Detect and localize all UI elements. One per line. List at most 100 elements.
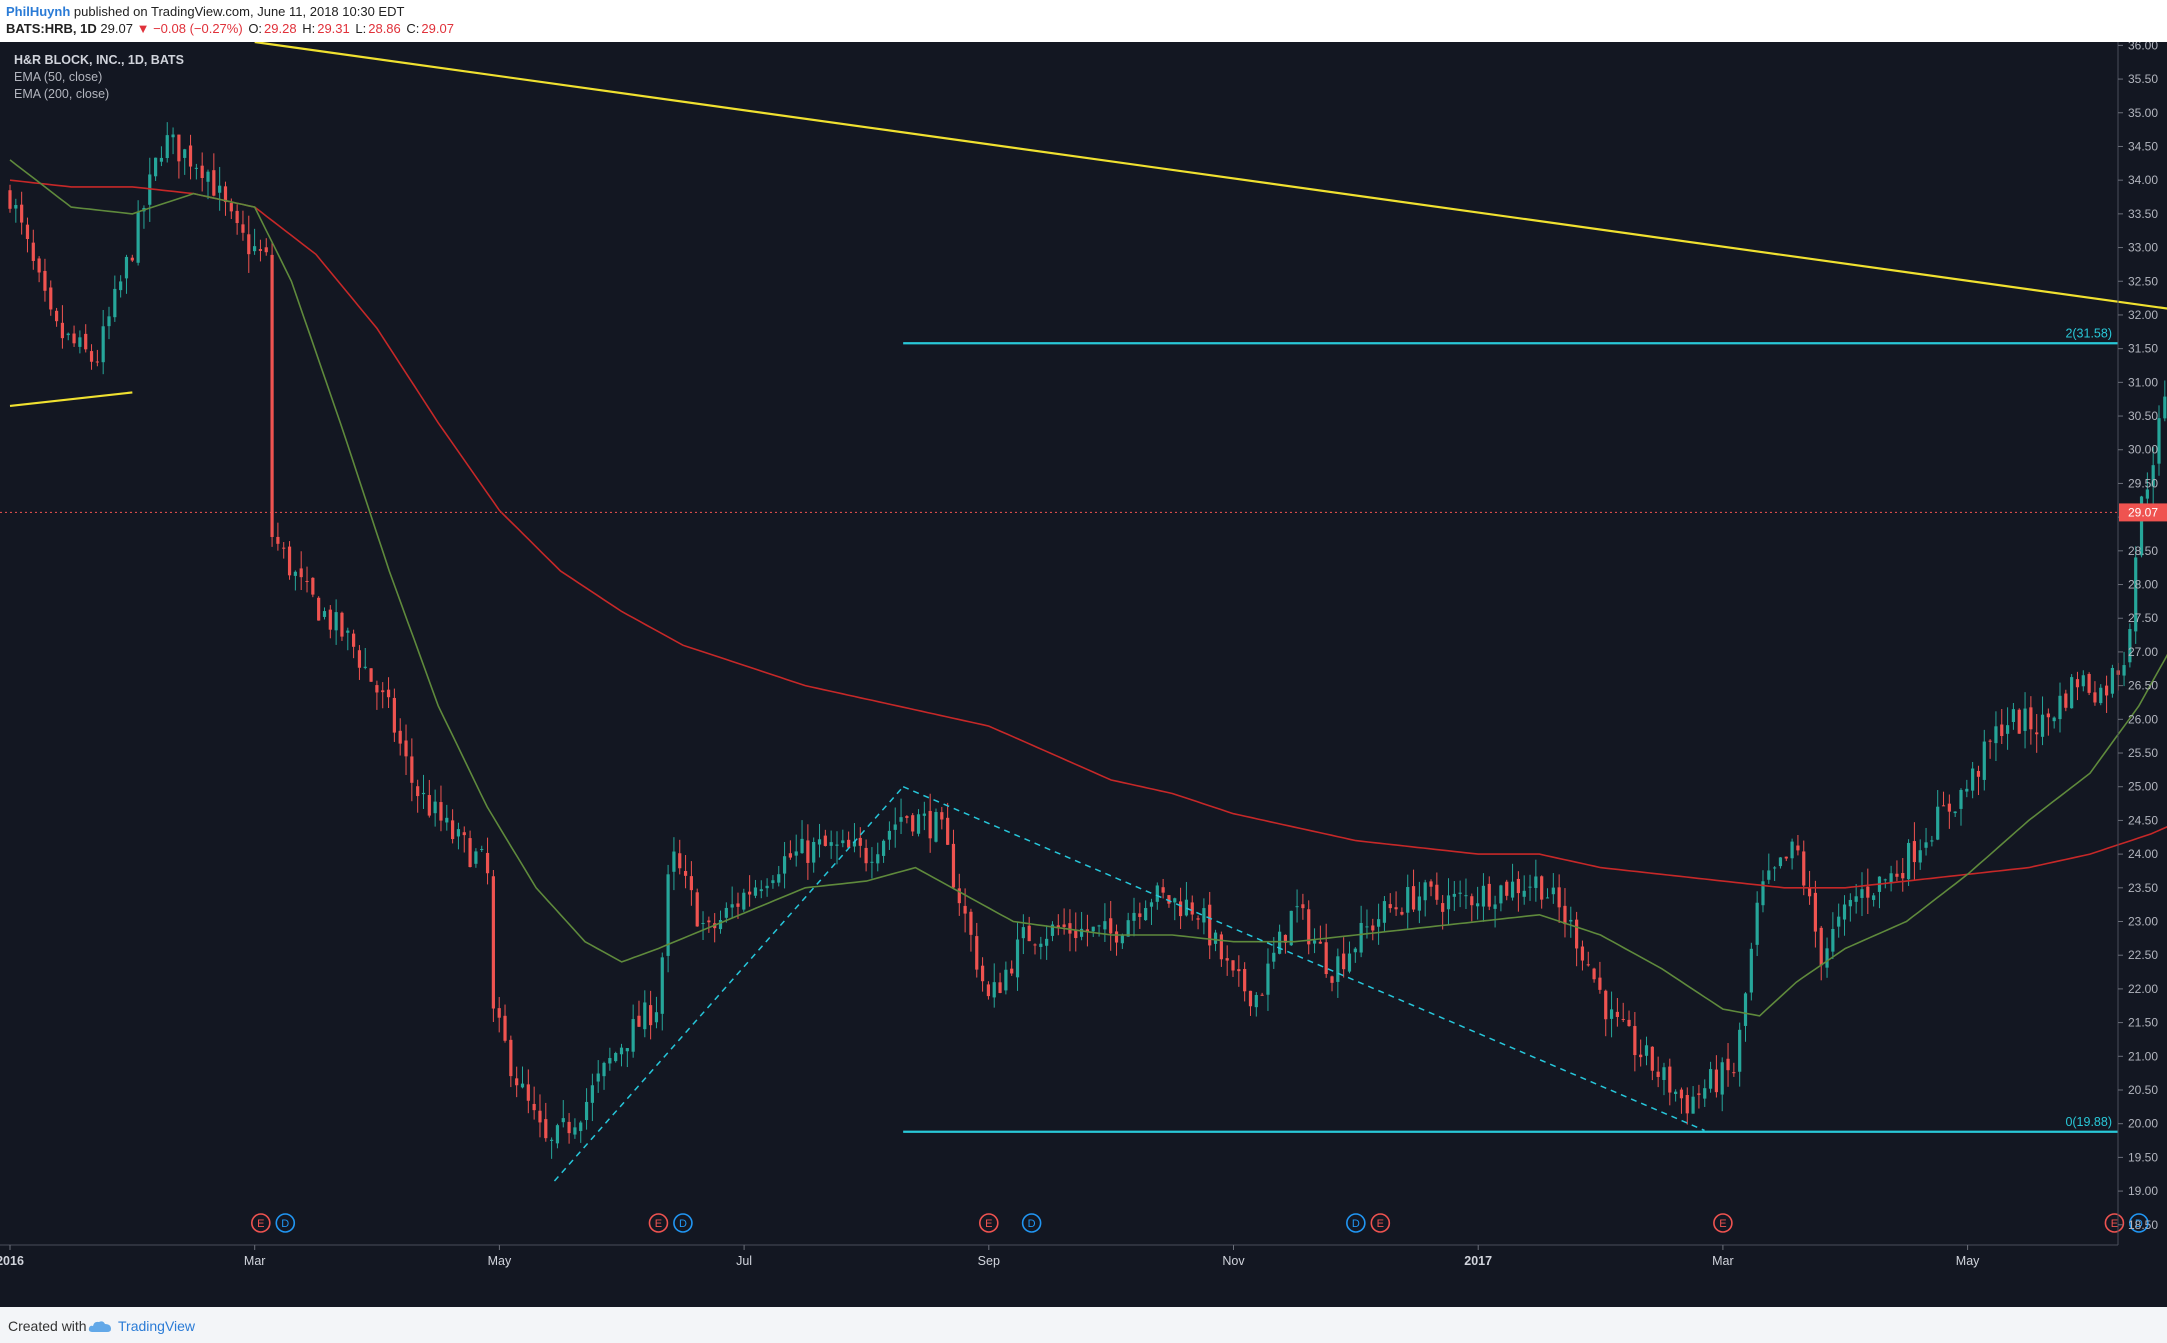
candle-body xyxy=(1400,911,1404,915)
candle-body xyxy=(2029,707,2033,730)
fib-level-label: 2(31.58) xyxy=(2065,326,2112,340)
candle-body xyxy=(1120,935,1124,944)
candle-body xyxy=(1674,1091,1678,1095)
candle-body xyxy=(1732,1072,1736,1074)
event-marker-label: D xyxy=(1352,1218,1360,1230)
candle-body xyxy=(2064,693,2068,708)
candle-body xyxy=(1842,904,1847,920)
y-tick-label: 24.00 xyxy=(2128,847,2158,861)
event-marker-label: D xyxy=(679,1218,687,1230)
candle-body xyxy=(637,1015,641,1027)
candle-body xyxy=(2099,687,2103,704)
candle-body xyxy=(416,786,420,797)
candle-body xyxy=(223,186,228,203)
candle-body xyxy=(1912,841,1917,863)
candle-body xyxy=(1545,897,1550,899)
candle-body xyxy=(433,801,437,814)
footer-bar: Created with TradingView xyxy=(0,1307,2167,1343)
candle-body xyxy=(1697,1093,1701,1095)
candle-body xyxy=(1015,939,1020,978)
x-axis-band xyxy=(0,1246,2167,1307)
y-tick-label: 23.00 xyxy=(2128,915,2158,929)
candle-body xyxy=(1639,1054,1643,1058)
candle-body xyxy=(1342,953,1346,970)
candle-body xyxy=(905,816,909,818)
candle-body xyxy=(1109,918,1113,934)
event-marker-label: E xyxy=(2111,1218,2118,1230)
candle-body xyxy=(1895,873,1899,877)
candle-body xyxy=(2035,732,2039,735)
candle-body xyxy=(113,288,117,318)
candle-body xyxy=(1761,881,1765,906)
y-tick-label: 34.50 xyxy=(2128,139,2158,153)
candle-body xyxy=(1470,896,1474,906)
candle-body xyxy=(1569,919,1573,922)
candle-body xyxy=(1301,904,1305,909)
last-value: 29.07 xyxy=(100,21,133,36)
candle-body xyxy=(1126,920,1130,937)
low-value: 28.86 xyxy=(368,21,401,36)
candle-body xyxy=(352,633,356,647)
candle-body xyxy=(1668,1066,1672,1093)
candle-body xyxy=(934,811,938,842)
candle-body xyxy=(2011,709,2016,722)
candle-body xyxy=(1441,903,1445,912)
candle-body xyxy=(1359,922,1363,953)
candle-body xyxy=(1312,940,1317,944)
candle-body xyxy=(1644,1045,1649,1056)
candle-body xyxy=(1411,886,1416,910)
candle-body xyxy=(2000,724,2004,737)
candle-body xyxy=(1796,845,1800,851)
candle-body xyxy=(579,1122,583,1132)
candle-body xyxy=(1685,1094,1689,1114)
candle-body xyxy=(1406,887,1410,913)
candle-body xyxy=(660,957,664,1014)
candle-body xyxy=(1202,908,1206,923)
candle-body xyxy=(311,577,315,595)
open-label: O: xyxy=(248,21,263,36)
candle-body xyxy=(649,1005,653,1026)
created-with-label: Created with xyxy=(8,1318,87,1334)
author-link[interactable]: PhilHuynh xyxy=(6,4,71,19)
y-tick-label: 31.50 xyxy=(2128,342,2158,356)
candle-body xyxy=(60,322,65,339)
price-chart[interactable]: 2(31.58)0(19.88) EDEDEDDEEEDEDDEEE 18.50… xyxy=(0,42,2167,1307)
candle-body xyxy=(421,792,426,795)
event-marker-label: D xyxy=(281,1218,289,1230)
y-tick-label: 34.00 xyxy=(2128,173,2158,187)
candle-body xyxy=(276,536,280,544)
candle-body xyxy=(1650,1046,1654,1071)
candle-body xyxy=(1476,903,1480,907)
candle-body xyxy=(1575,919,1579,949)
tradingview-link[interactable]: TradingView xyxy=(118,1318,196,1334)
candle-body xyxy=(480,849,484,851)
candle-body xyxy=(293,571,297,576)
y-tick-label: 26.00 xyxy=(2128,712,2158,726)
candle-body xyxy=(241,224,245,233)
y-tick-label: 32.50 xyxy=(2128,274,2158,288)
candle-body xyxy=(1621,1018,1625,1020)
ohlc-values: O: 29.28 H: 29.31 L: 28.86 C: 29.07 xyxy=(246,21,454,36)
candle-body xyxy=(375,685,379,693)
candle-body xyxy=(1010,968,1014,974)
candle-body xyxy=(1324,942,1328,975)
trendline-stub xyxy=(9,391,133,408)
candle-body xyxy=(1528,886,1532,888)
candle-body xyxy=(1452,893,1456,897)
candle-body xyxy=(718,919,723,930)
candle-body xyxy=(2145,489,2149,499)
candle-body xyxy=(1790,841,1794,859)
candle-body xyxy=(736,903,740,907)
candle-body xyxy=(625,1048,629,1052)
fib-level-label: 0(19.88) xyxy=(2065,1115,2112,1129)
candle-body xyxy=(1219,934,1223,960)
y-tick-label: 18.50 xyxy=(2128,1218,2158,1232)
candle-body xyxy=(253,246,257,252)
candle-body xyxy=(398,730,402,744)
y-tick-label: 36.00 xyxy=(2128,42,2158,52)
dashed-swing-line xyxy=(902,786,1705,1132)
earnings-event-icon xyxy=(978,1213,999,1233)
candle-body xyxy=(538,1110,542,1123)
candle-body xyxy=(1982,741,1986,780)
candle-body xyxy=(835,844,839,846)
